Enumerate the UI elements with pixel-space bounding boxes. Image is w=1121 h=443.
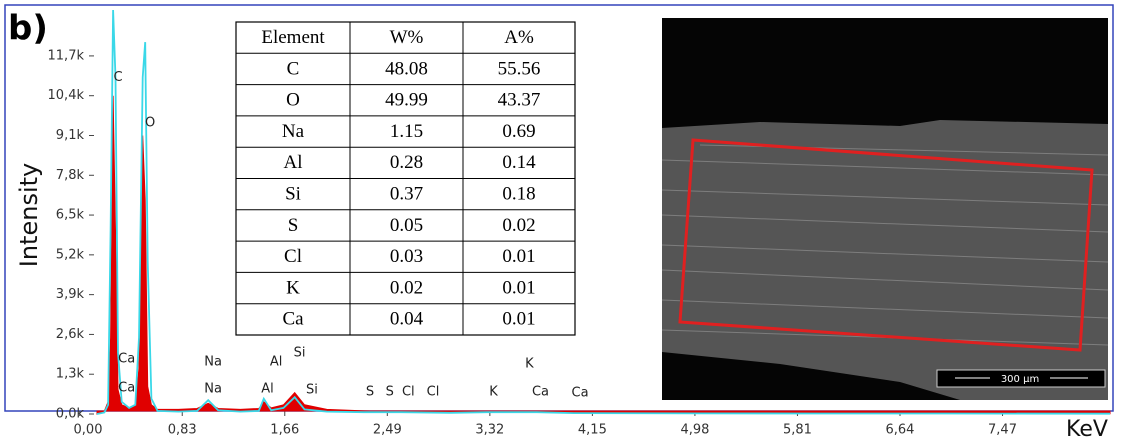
table-header: Element	[261, 27, 325, 48]
peak-label: C	[113, 70, 122, 85]
table-cell: 0.69	[502, 121, 535, 142]
table-cell: 0.02	[502, 215, 535, 236]
y-tick-label: 7,8k	[56, 168, 85, 183]
sem-image: 300 µm	[662, 18, 1108, 400]
table-cell: 55.56	[498, 58, 541, 79]
y-tick-label: 3,9k	[56, 287, 85, 302]
table-cell: 0.18	[502, 184, 535, 205]
figure: b) Intensity KeV 0,0k1,3k2,6k3,9k5,2k6,5…	[0, 0, 1121, 443]
y-tick-label: 5,2k	[56, 247, 85, 262]
x-tick-label: 7,47	[988, 423, 1017, 438]
table-header: W%	[390, 27, 424, 48]
table-cell: Al	[284, 152, 303, 173]
table-cell: 0.01	[502, 277, 535, 298]
peak-label: S	[386, 384, 394, 399]
y-tick-label: 6,5k	[56, 208, 85, 223]
peak-label: Ca	[572, 385, 589, 400]
x-tick-label: 0,83	[168, 423, 197, 438]
peak-label: Al	[270, 354, 283, 369]
panel-label: b)	[8, 9, 48, 49]
table-cell: 48.08	[385, 58, 428, 79]
peak-label: Na	[204, 354, 222, 369]
peak-label: Si	[306, 383, 318, 398]
table-cell: 0.04	[390, 309, 424, 330]
table-header: A%	[504, 27, 534, 48]
peak-label: Ca	[532, 384, 549, 399]
x-tick-label: 6,64	[886, 423, 915, 438]
x-tick-label: 4,98	[680, 423, 709, 438]
table-cell: C	[287, 58, 300, 79]
table-cell: 0.28	[390, 152, 423, 173]
table-cell: K	[286, 277, 300, 298]
table-cell: O	[286, 90, 300, 111]
x-tick-label: 2,49	[373, 423, 402, 438]
peak-label: Ca	[118, 380, 135, 395]
table-cell: 0.05	[390, 215, 423, 236]
table-cell: 0.02	[390, 277, 423, 298]
table-cell: 49.99	[385, 90, 428, 111]
y-tick-label: 1,3k	[56, 367, 85, 382]
table-cell: 43.37	[498, 90, 541, 111]
x-tick-label: 3,32	[475, 423, 504, 438]
peak-label: Na	[204, 381, 222, 396]
table-cell: 1.15	[390, 121, 423, 142]
table-cell: Cl	[284, 246, 302, 267]
table-cell: 0.01	[502, 309, 535, 330]
peak-label: S	[366, 384, 374, 399]
scale-bar-label: 300 µm	[1001, 374, 1039, 385]
x-tick-label: 5,81	[783, 423, 812, 438]
x-tick-label: 1,66	[270, 423, 299, 438]
x-tick-label: 0,00	[74, 423, 103, 438]
y-tick-label: 10,4k	[48, 88, 85, 103]
table-cell: Ca	[282, 309, 304, 330]
peak-label: K	[489, 384, 498, 399]
x-axis-title: KeV	[1066, 417, 1108, 442]
peak-label: Cl	[427, 384, 440, 399]
table-cell: 0.14	[502, 152, 536, 173]
table-cell: Si	[285, 184, 301, 205]
peak-label: Cl	[402, 384, 415, 399]
y-tick-label: 9,1k	[56, 128, 85, 143]
x-tick-label: 4,15	[578, 423, 607, 438]
y-axis-title: Intensity	[15, 163, 43, 267]
table-cell: Na	[282, 121, 305, 142]
table-cell: S	[288, 215, 299, 236]
table-cell: 0.01	[502, 246, 535, 267]
chart: b) Intensity KeV 0,0k1,3k2,6k3,9k5,2k6,5…	[0, 0, 1121, 443]
peak-label: Ca	[118, 351, 135, 366]
peak-label: Si	[294, 345, 306, 360]
table-cell: 0.03	[390, 246, 423, 267]
y-tick-label: 2,6k	[56, 327, 85, 342]
peak-label: O	[145, 116, 155, 131]
peak-label: Al	[261, 381, 274, 396]
peak-label: K	[525, 357, 534, 372]
y-tick-label: 11,7k	[48, 48, 85, 63]
table-cell: 0.37	[390, 184, 423, 205]
